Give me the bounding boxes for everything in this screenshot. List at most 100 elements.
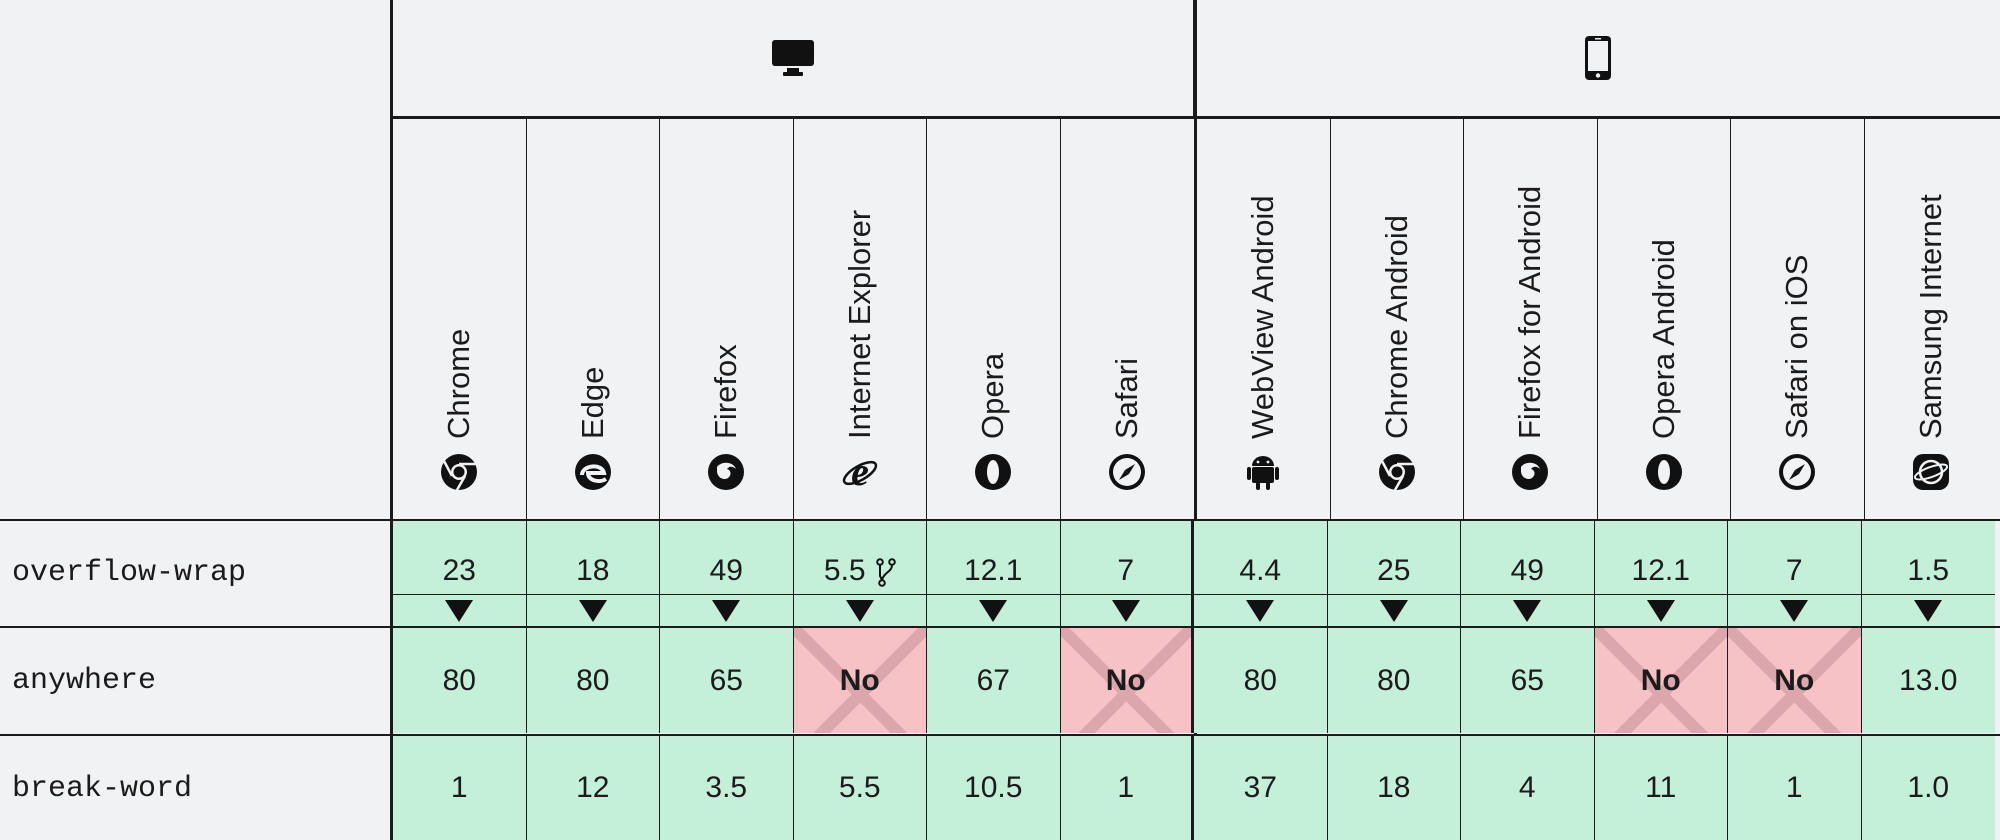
browser-header-opera-android: Opera Android [1598,119,1731,519]
triangle-down-icon [1914,599,1943,622]
browser-header-samsung-internet: Samsung Internet [1865,119,1999,519]
version-text: No [839,663,880,697]
version-text: 12.1 [1631,554,1690,587]
support-cell[interactable]: 1.5 [1861,521,1995,594]
desktop-browser-headers: Chrome Edge Firefox Internet Explorer e Opera… [393,119,1194,519]
support-cell[interactable]: 10.5 [927,736,1061,840]
support-cell[interactable]: 12.1 [1594,521,1728,594]
mobile-group-header [1196,0,2000,116]
expand-toggle[interactable] [1194,594,1328,626]
support-cell[interactable]: 1 [393,736,527,840]
feature-name[interactable]: overflow-wrap [12,556,247,590]
version-text: 67 [976,663,1010,697]
support-cell[interactable]: 4.4 [1194,521,1328,594]
support-cell[interactable]: 1.0 [1861,736,1995,840]
version-text: No [1105,663,1146,697]
browser-name: Safari on iOS [1779,254,1815,439]
expand-toggle[interactable] [927,594,1061,626]
browser-name: Edge [574,366,610,439]
mobile-browser-headers: WebView Android Chrome Android Firefox for… [1197,119,1998,519]
no-support-cell[interactable]: No [793,628,927,733]
browser-name: Opera [975,352,1011,439]
edge-icon [574,454,611,490]
version-text: 80 [1377,663,1411,697]
support-cell[interactable]: 1 [1728,736,1862,840]
svg-text:e: e [851,453,869,491]
chrome-icon [441,454,478,491]
desktop-icon [771,40,814,76]
support-cell[interactable]: 7 [1728,521,1862,594]
expand-toggle[interactable] [793,594,927,626]
version-text: 11 [1645,771,1677,804]
divider [0,519,2000,521]
support-cell[interactable]: 18 [526,521,660,594]
version-text: 5.5 [823,554,866,587]
expand-toggle[interactable] [1461,594,1595,626]
expand-toggle[interactable] [1060,594,1194,626]
safari-icon [1779,454,1816,490]
support-cell[interactable]: 65 [1461,628,1595,733]
browser-header-internet-explorer: Internet Explorer e [794,119,927,519]
browser-header-chrome-android: Chrome Android [1331,119,1464,519]
support-cell[interactable]: 5.5 [793,736,927,840]
support-cell[interactable]: 37 [1194,736,1328,840]
browser-name: Samsung Internet [1913,194,1949,439]
support-cell[interactable]: 11 [1594,736,1728,840]
triangle-down-icon [1379,599,1408,622]
expand-toggle[interactable] [1861,594,1995,626]
support-cell[interactable]: 7 [1060,521,1194,594]
expand-toggle[interactable] [1728,594,1862,626]
chrome-icon [1378,454,1415,491]
no-support-cell[interactable]: No [1594,628,1728,733]
no-support-cell[interactable]: No [1728,628,1862,733]
cross-icon [1060,628,1191,733]
support-cell[interactable]: 3.5 [660,736,794,840]
version-text: 49 [709,554,743,587]
expand-toggle[interactable] [1327,594,1461,626]
support-cell[interactable]: 65 [660,628,794,733]
expand-toggle[interactable] [393,594,527,626]
version-text: 65 [1510,663,1544,697]
version-text: 1.0 [1907,771,1950,804]
browser-header-chrome: Chrome [393,119,527,519]
feature-name[interactable]: break-word [12,772,193,806]
triangle-down-icon [445,599,474,622]
support-cell[interactable]: 5.5 [793,521,927,594]
browser-name: Safari [1109,358,1145,439]
no-support-cell[interactable]: No [1060,628,1194,733]
support-cell[interactable]: 12.1 [927,521,1061,594]
support-cell[interactable]: 18 [1327,736,1461,840]
support-cell[interactable]: 13.0 [1861,628,1995,733]
version-text: 4 [1518,771,1536,804]
version-text: 1.5 [1907,554,1950,587]
support-cell[interactable]: 1 [1060,736,1194,840]
expand-toggle[interactable] [1594,594,1728,626]
version-text: 25 [1377,554,1411,587]
browser-name: Chrome Android [1378,214,1414,439]
support-cell[interactable]: 49 [1461,521,1595,594]
version-text: 65 [709,663,743,697]
support-cell[interactable]: 67 [927,628,1061,733]
feature-name[interactable]: anywhere [12,664,157,698]
expand-toggle[interactable] [526,594,660,626]
browser-header-safari: Safari [1061,119,1195,519]
triangle-down-icon [1780,599,1809,622]
support-cell[interactable]: 80 [1194,628,1328,733]
support-cell[interactable]: 80 [526,628,660,733]
browser-header-firefox: Firefox [660,119,794,519]
support-cell[interactable]: 80 [1327,628,1461,733]
support-cell[interactable]: 4 [1461,736,1595,840]
version-text: 4.4 [1239,554,1282,587]
version-text: 1 [1117,771,1135,804]
support-row-break-word: 1 12 3.5 5.5 10.5 1 37 18 4 11 1 1.0 [393,736,1995,840]
support-cell[interactable]: 12 [526,736,660,840]
support-cell[interactable]: 80 [393,628,527,733]
support-cell[interactable]: 23 [393,521,527,594]
expand-toggle[interactable] [660,594,794,626]
divider [0,734,2000,736]
version-text: 3.5 [705,771,748,804]
triangle-down-icon [1513,599,1542,622]
support-cell[interactable]: 49 [660,521,794,594]
version-text: 7 [1785,554,1803,587]
support-cell[interactable]: 25 [1327,521,1461,594]
